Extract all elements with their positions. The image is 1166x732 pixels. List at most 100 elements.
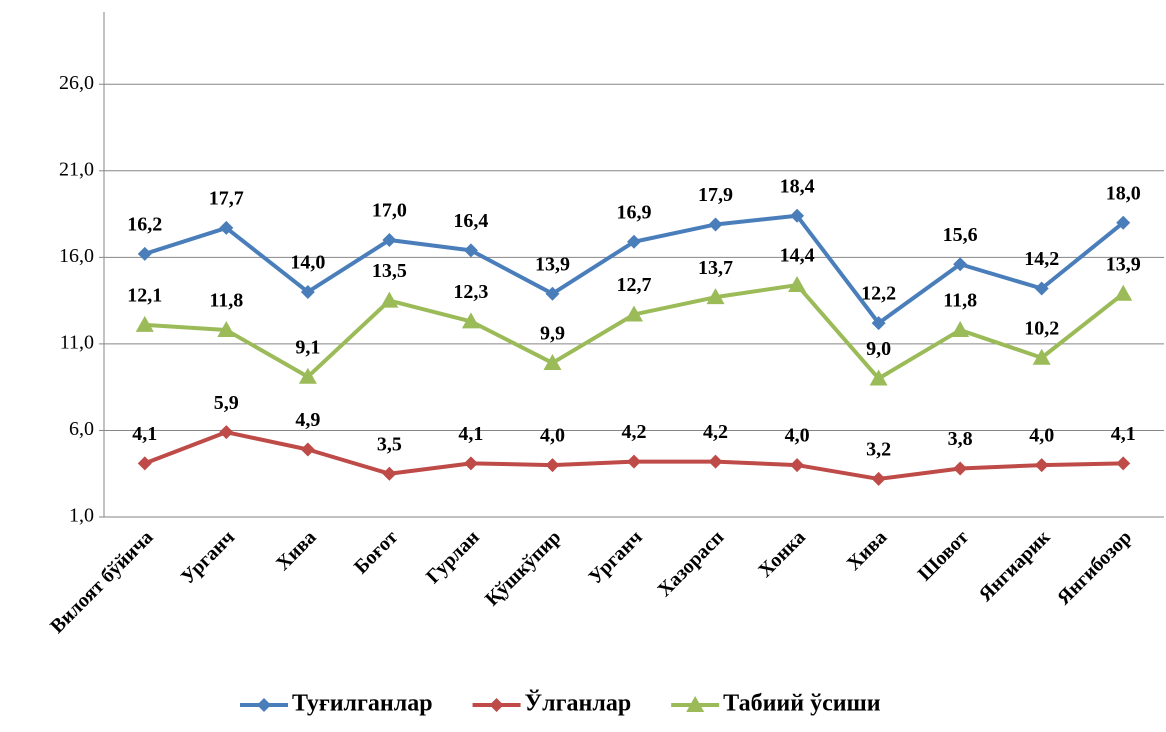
legend-item: Туғилганлар <box>240 691 433 717</box>
marker <box>545 458 560 473</box>
marker <box>300 442 315 457</box>
marker <box>257 698 271 712</box>
data-label: 13,9 <box>535 253 570 275</box>
x-tick-label: Хива <box>843 526 892 575</box>
data-label: 13,5 <box>372 260 407 282</box>
marker <box>869 369 888 386</box>
legend-label: Туғилганлар <box>292 691 433 717</box>
marker <box>380 291 399 308</box>
data-label: 17,7 <box>209 188 244 210</box>
marker <box>686 696 705 712</box>
y-tick-label: 11,0 <box>60 331 94 353</box>
data-label: 9,0 <box>866 338 891 360</box>
marker <box>1034 281 1049 296</box>
marker <box>708 454 723 469</box>
marker <box>219 425 234 440</box>
marker <box>545 286 560 301</box>
data-label: 15,6 <box>943 224 978 246</box>
data-label: 4,0 <box>785 425 810 447</box>
legend-label: Ўлганлар <box>525 691 632 717</box>
marker <box>953 257 968 272</box>
marker <box>298 367 317 384</box>
x-tick-label: Гурлан <box>422 526 484 588</box>
y-tick-label: 1,0 <box>69 505 94 527</box>
marker <box>1032 348 1051 365</box>
data-label: 13,7 <box>698 257 733 279</box>
marker <box>137 456 152 471</box>
marker <box>219 220 234 235</box>
data-label: 4,2 <box>622 421 647 443</box>
data-label: 18,4 <box>780 175 815 197</box>
data-label: 4,1 <box>1111 423 1136 445</box>
x-tick-label: Хазорасп <box>653 526 728 601</box>
x-tick-label: Шовот <box>914 526 973 585</box>
data-label: 13,9 <box>1106 253 1141 275</box>
marker <box>788 276 807 293</box>
data-label: 9,9 <box>540 323 565 345</box>
x-tick-label: Хива <box>272 526 321 575</box>
marker <box>382 466 397 481</box>
data-label: 11,8 <box>209 290 243 312</box>
data-label: 9,1 <box>295 336 320 358</box>
data-label: 12,2 <box>861 283 896 305</box>
marker <box>300 284 315 299</box>
x-tick-label: Хонка <box>754 526 810 582</box>
marker <box>461 312 480 329</box>
marker <box>1034 458 1049 473</box>
marker <box>951 321 970 338</box>
x-tick-label: Янгибозор <box>1053 526 1136 609</box>
data-label: 11,8 <box>943 290 977 312</box>
marker <box>871 471 886 486</box>
x-tick-label: Қўшкўпир <box>481 526 565 610</box>
data-label: 16,4 <box>453 210 488 232</box>
marker <box>1114 284 1133 301</box>
marker <box>871 316 886 331</box>
marker <box>627 234 641 249</box>
marker <box>217 321 236 338</box>
data-label: 10,2 <box>1024 317 1059 339</box>
marker <box>463 243 478 258</box>
x-tick-label: Вилоят бўйича <box>46 526 158 638</box>
marker <box>489 698 504 712</box>
data-label: 14,0 <box>290 252 325 274</box>
data-label: 4,0 <box>540 425 565 447</box>
x-tick-label: Боғот <box>350 526 402 578</box>
data-label: 4,1 <box>458 423 483 445</box>
data-label: 4,1 <box>132 423 157 445</box>
data-label: 3,8 <box>948 428 973 450</box>
marker <box>463 456 478 471</box>
data-label: 5,9 <box>214 392 239 414</box>
marker <box>790 208 805 223</box>
data-label: 17,9 <box>698 184 733 206</box>
data-label: 14,4 <box>780 245 815 267</box>
marker <box>1116 215 1131 230</box>
data-label: 3,2 <box>866 439 891 461</box>
data-label: 4,9 <box>295 409 320 431</box>
data-label: 12,7 <box>617 274 652 296</box>
data-label: 12,3 <box>453 281 488 303</box>
data-label: 16,2 <box>127 213 162 235</box>
y-tick-label: 6,0 <box>69 418 94 440</box>
marker <box>706 288 725 305</box>
x-tick-label: Янгиарик <box>975 526 1055 606</box>
legend-item: Ўлганлар <box>472 691 632 717</box>
data-label: 4,0 <box>1029 425 1054 447</box>
data-label: 4,2 <box>703 421 728 443</box>
marker <box>708 217 723 232</box>
marker <box>790 458 805 473</box>
legend-label: Табиий ўсиши <box>723 691 881 717</box>
x-tick-label: Урганч <box>177 526 239 588</box>
marker <box>135 315 154 332</box>
marker <box>137 246 152 261</box>
x-tick-label: Урганч <box>585 526 647 588</box>
marker <box>953 461 968 476</box>
data-label: 18,0 <box>1106 182 1141 204</box>
y-tick-label: 21,0 <box>59 158 94 180</box>
data-label: 14,2 <box>1024 248 1059 270</box>
marker <box>627 454 641 469</box>
marker <box>543 353 562 370</box>
marker <box>382 233 397 248</box>
data-label: 12,1 <box>127 284 162 306</box>
legend-item: Табиий ўсиши <box>671 691 881 717</box>
